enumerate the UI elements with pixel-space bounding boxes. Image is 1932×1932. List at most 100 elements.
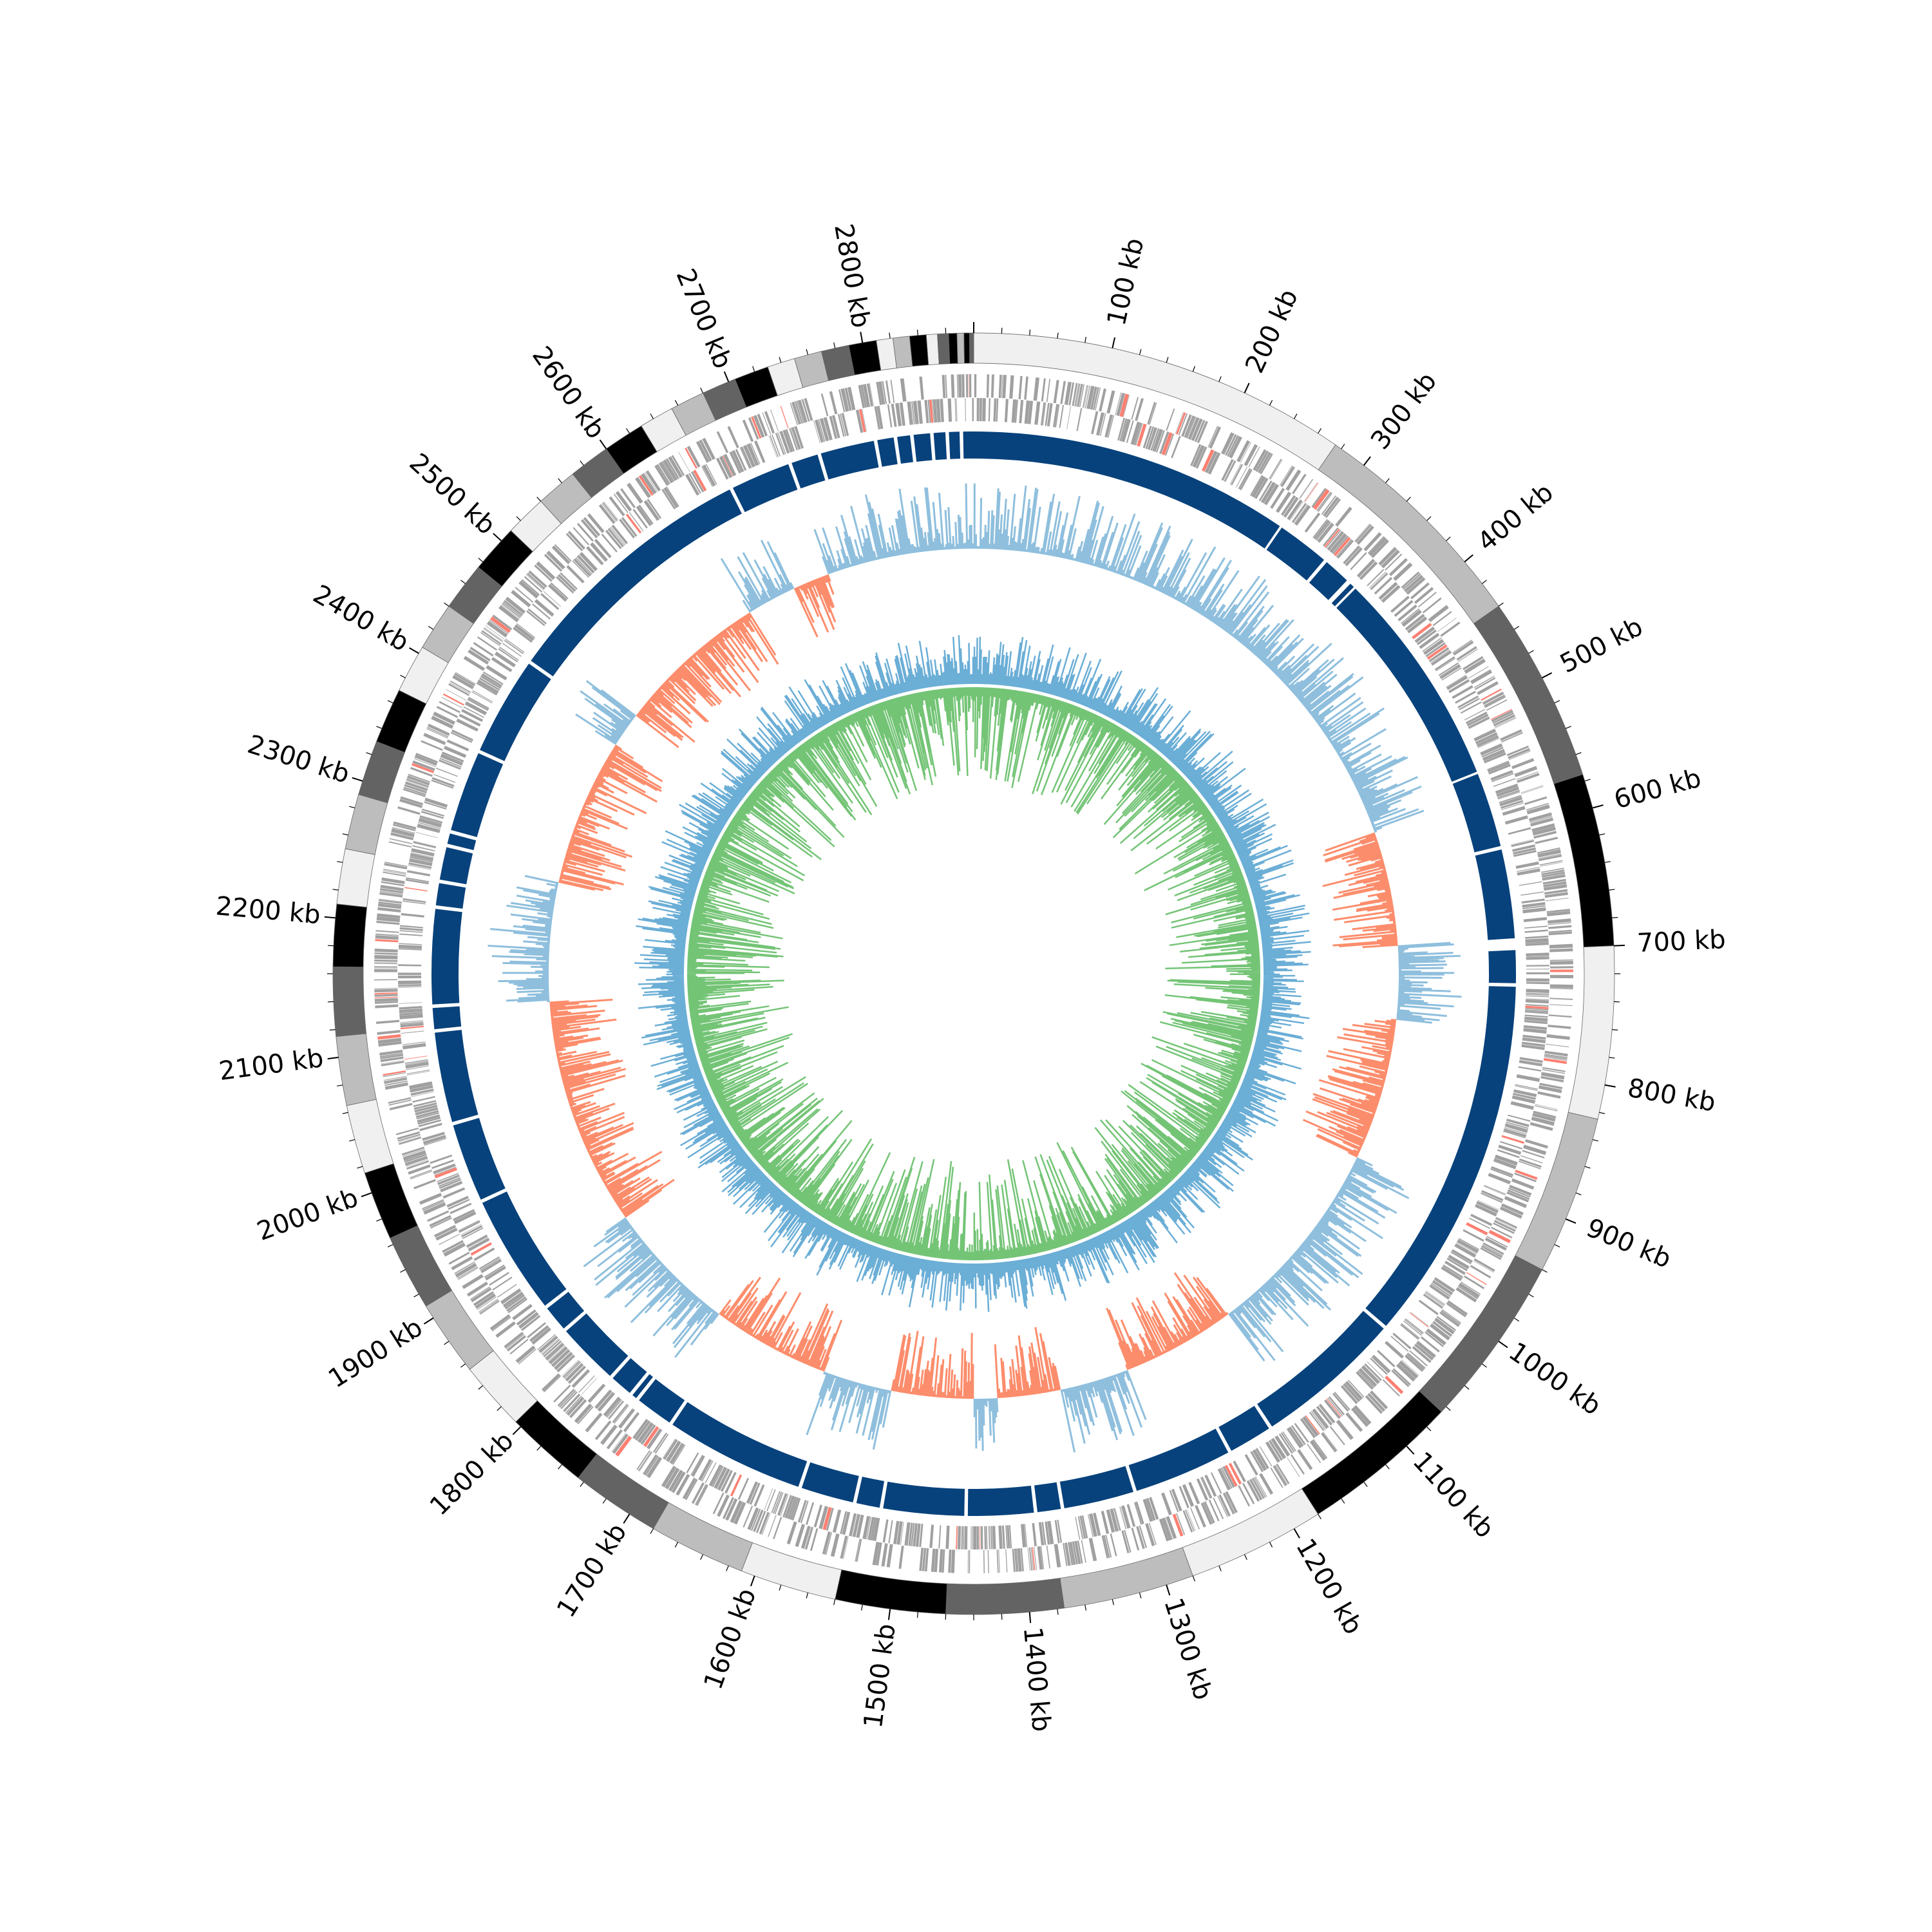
gene-feature <box>1018 375 1023 399</box>
gene-feature <box>392 824 416 831</box>
gene-feature <box>380 885 404 891</box>
gene-feature <box>1509 1184 1532 1196</box>
gene-feature <box>1546 1043 1569 1048</box>
tick-mark <box>337 861 343 863</box>
gene-feature <box>956 374 959 398</box>
gene-feature <box>1181 414 1192 437</box>
gene-feature <box>569 1399 587 1418</box>
gene-feature <box>1483 1186 1506 1196</box>
gene-feature <box>1024 400 1030 424</box>
gene-feature <box>1280 495 1296 516</box>
gene-feature <box>466 1235 488 1248</box>
gene-feature <box>439 1233 460 1245</box>
gene-feature <box>468 697 489 710</box>
gene-feature <box>1490 708 1512 720</box>
gene-feature <box>1494 1154 1518 1166</box>
gene-feature <box>1476 735 1499 748</box>
tick-mark <box>779 357 782 363</box>
gene-feature <box>504 1294 525 1310</box>
gene-feature <box>532 603 551 620</box>
gc-skew-ring <box>488 483 1462 1453</box>
gene-feature <box>1367 1392 1386 1412</box>
gene-feature <box>504 639 524 654</box>
gene-feature <box>1480 1247 1502 1260</box>
gene-feature <box>872 1517 880 1542</box>
gene-feature <box>1327 531 1345 551</box>
gene-feature <box>714 1466 728 1490</box>
gene-feature <box>1136 1526 1145 1549</box>
gene-feature <box>1119 393 1129 417</box>
gene-feature <box>438 1177 461 1188</box>
block-segment-9 <box>1257 1311 1384 1427</box>
gene-feature <box>379 1050 403 1056</box>
gene-feature <box>1011 399 1017 423</box>
gene-feature <box>399 1008 423 1014</box>
gene-feature <box>1544 889 1568 895</box>
tick-mark <box>580 1482 584 1487</box>
gene-feature <box>402 1150 426 1161</box>
gene-feature <box>612 1403 629 1423</box>
gene-feature <box>375 934 399 936</box>
tick-mark <box>1446 536 1451 542</box>
gene-feature <box>1196 1478 1209 1501</box>
gene-feature <box>1088 1513 1097 1537</box>
gene-feature <box>1428 647 1450 663</box>
gene-feature <box>414 755 437 766</box>
gene-feature <box>571 1369 591 1388</box>
gene-feature <box>1398 1360 1419 1379</box>
gene-feature <box>455 1263 477 1278</box>
gene-feature <box>1121 1530 1130 1553</box>
gene-feature <box>397 972 421 975</box>
gene-feature <box>1273 1464 1287 1486</box>
gene-feature <box>1045 402 1050 426</box>
gene-feature <box>841 413 849 436</box>
tick-mark <box>400 674 406 679</box>
gene-feature <box>757 413 768 437</box>
block-segment-13 <box>1034 1482 1061 1513</box>
gene-feature <box>1046 379 1051 402</box>
gene-feature <box>511 590 531 608</box>
gene-feature <box>1410 1312 1429 1328</box>
gene-feature <box>831 415 840 439</box>
gene-feature <box>620 488 636 509</box>
gene-feature <box>1204 451 1218 473</box>
gene-feature <box>1260 482 1276 504</box>
gene-feature <box>430 1154 453 1164</box>
gene-feature <box>768 1515 777 1537</box>
gene-feature <box>565 1363 584 1382</box>
gene-feature <box>1248 446 1260 468</box>
gene-feature <box>1450 1251 1472 1265</box>
gene-feature <box>1428 605 1449 622</box>
gene-feature <box>374 948 398 953</box>
gene-feature <box>439 701 460 714</box>
gene-feature <box>671 1471 686 1493</box>
gene-feature <box>554 1352 573 1370</box>
gene-feature <box>770 409 779 432</box>
gene-feature <box>898 1545 904 1569</box>
contig-segment-43 <box>848 340 882 375</box>
gene-feature <box>1448 679 1470 694</box>
gene-feature <box>1240 442 1251 463</box>
gene-feature <box>876 406 884 430</box>
gene-feature <box>701 1460 714 1482</box>
gene-feature <box>1480 743 1503 756</box>
gene-feature <box>1120 1506 1127 1530</box>
gene-feature <box>915 1523 921 1547</box>
gene-feature <box>427 1210 450 1222</box>
gene-feature <box>534 599 554 617</box>
gene-feature <box>613 493 629 513</box>
gene-feature <box>1368 571 1387 589</box>
gene-feature <box>1292 473 1307 495</box>
gene-feature <box>518 580 539 599</box>
gene-feature <box>427 723 450 736</box>
gene-feature <box>1495 783 1519 795</box>
gene-feature <box>643 1454 658 1475</box>
gene-feature <box>1463 656 1484 670</box>
gene-feature <box>1012 1548 1016 1572</box>
gene-feature <box>1537 847 1560 854</box>
gene-feature <box>1041 378 1046 402</box>
tick-mark <box>352 777 363 782</box>
tick-mark <box>460 1363 466 1368</box>
tick-mark <box>806 1592 809 1598</box>
gene-feature <box>961 1526 963 1549</box>
